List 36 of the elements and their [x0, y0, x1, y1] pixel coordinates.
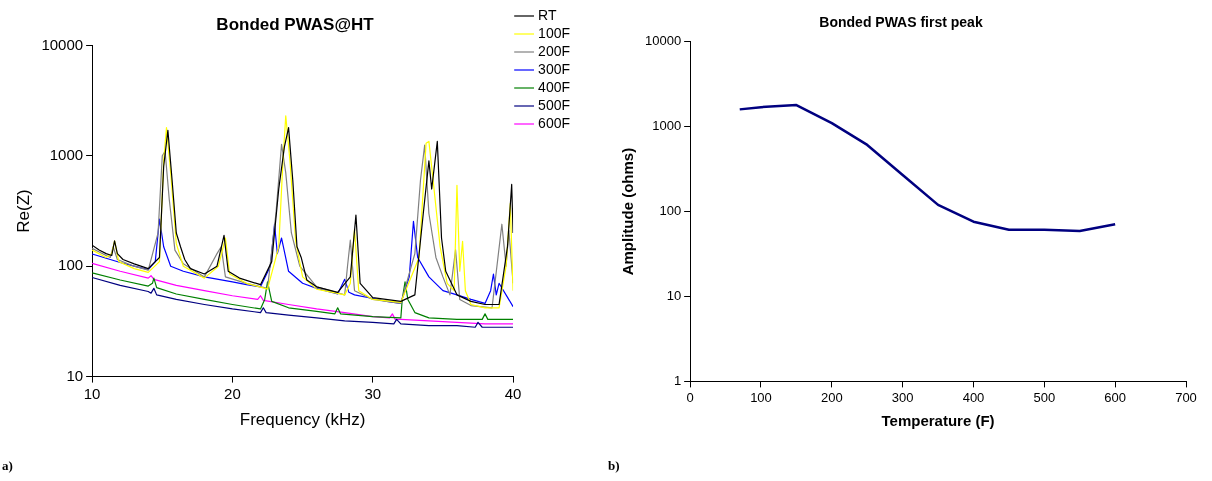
chart-title: Bonded PWAS@HT	[216, 14, 375, 34]
x-tick-label: 700	[1175, 389, 1197, 405]
y-tick-label: 10000	[41, 35, 84, 53]
x-tick-label: 300	[891, 389, 914, 405]
legend-label: RT	[538, 6, 557, 23]
x-tick-label: 10	[83, 384, 101, 402]
y-tick-label: 10000	[644, 33, 682, 49]
chart-title: Bonded PWAS first peak	[819, 14, 983, 31]
y-axis-title: Re(Z)	[13, 189, 33, 233]
text: a)	[2, 458, 13, 474]
text: b)	[608, 458, 620, 474]
x-tick-label: 40	[504, 384, 522, 402]
x-tick-label: 100	[750, 389, 772, 405]
legend-label: 200F	[538, 42, 571, 59]
y-tick-label: 1	[673, 372, 682, 388]
y-tick-label: 100	[58, 256, 84, 274]
x-tick-label: 200	[820, 389, 843, 405]
x-tick-label: 20	[224, 384, 241, 402]
x-tick-label: 500	[1033, 389, 1056, 405]
legend-label: 600F	[538, 114, 571, 131]
x-axis-title: Frequency (kHz)	[239, 410, 366, 430]
x-tick-label: 600	[1104, 389, 1127, 405]
y-axis-title: Amplitude (ohms)	[619, 147, 637, 276]
y-tick-label: 1000	[49, 145, 84, 163]
y-tick-label: 10	[666, 288, 682, 304]
x-tick-label: 30	[364, 384, 382, 402]
legend-label: 300F	[538, 60, 571, 77]
y-tick-label: 1000	[652, 118, 682, 134]
legend-label: 400F	[538, 78, 571, 95]
x-axis-title: Temperature (F)	[881, 412, 995, 430]
legend-label: 100F	[538, 24, 571, 41]
legend-label: 500F	[538, 96, 571, 113]
y-tick-label: 100	[659, 203, 682, 219]
x-tick-label: 400	[962, 389, 985, 405]
x-tick-label: 0	[686, 389, 694, 405]
y-tick-label: 10	[66, 366, 84, 384]
